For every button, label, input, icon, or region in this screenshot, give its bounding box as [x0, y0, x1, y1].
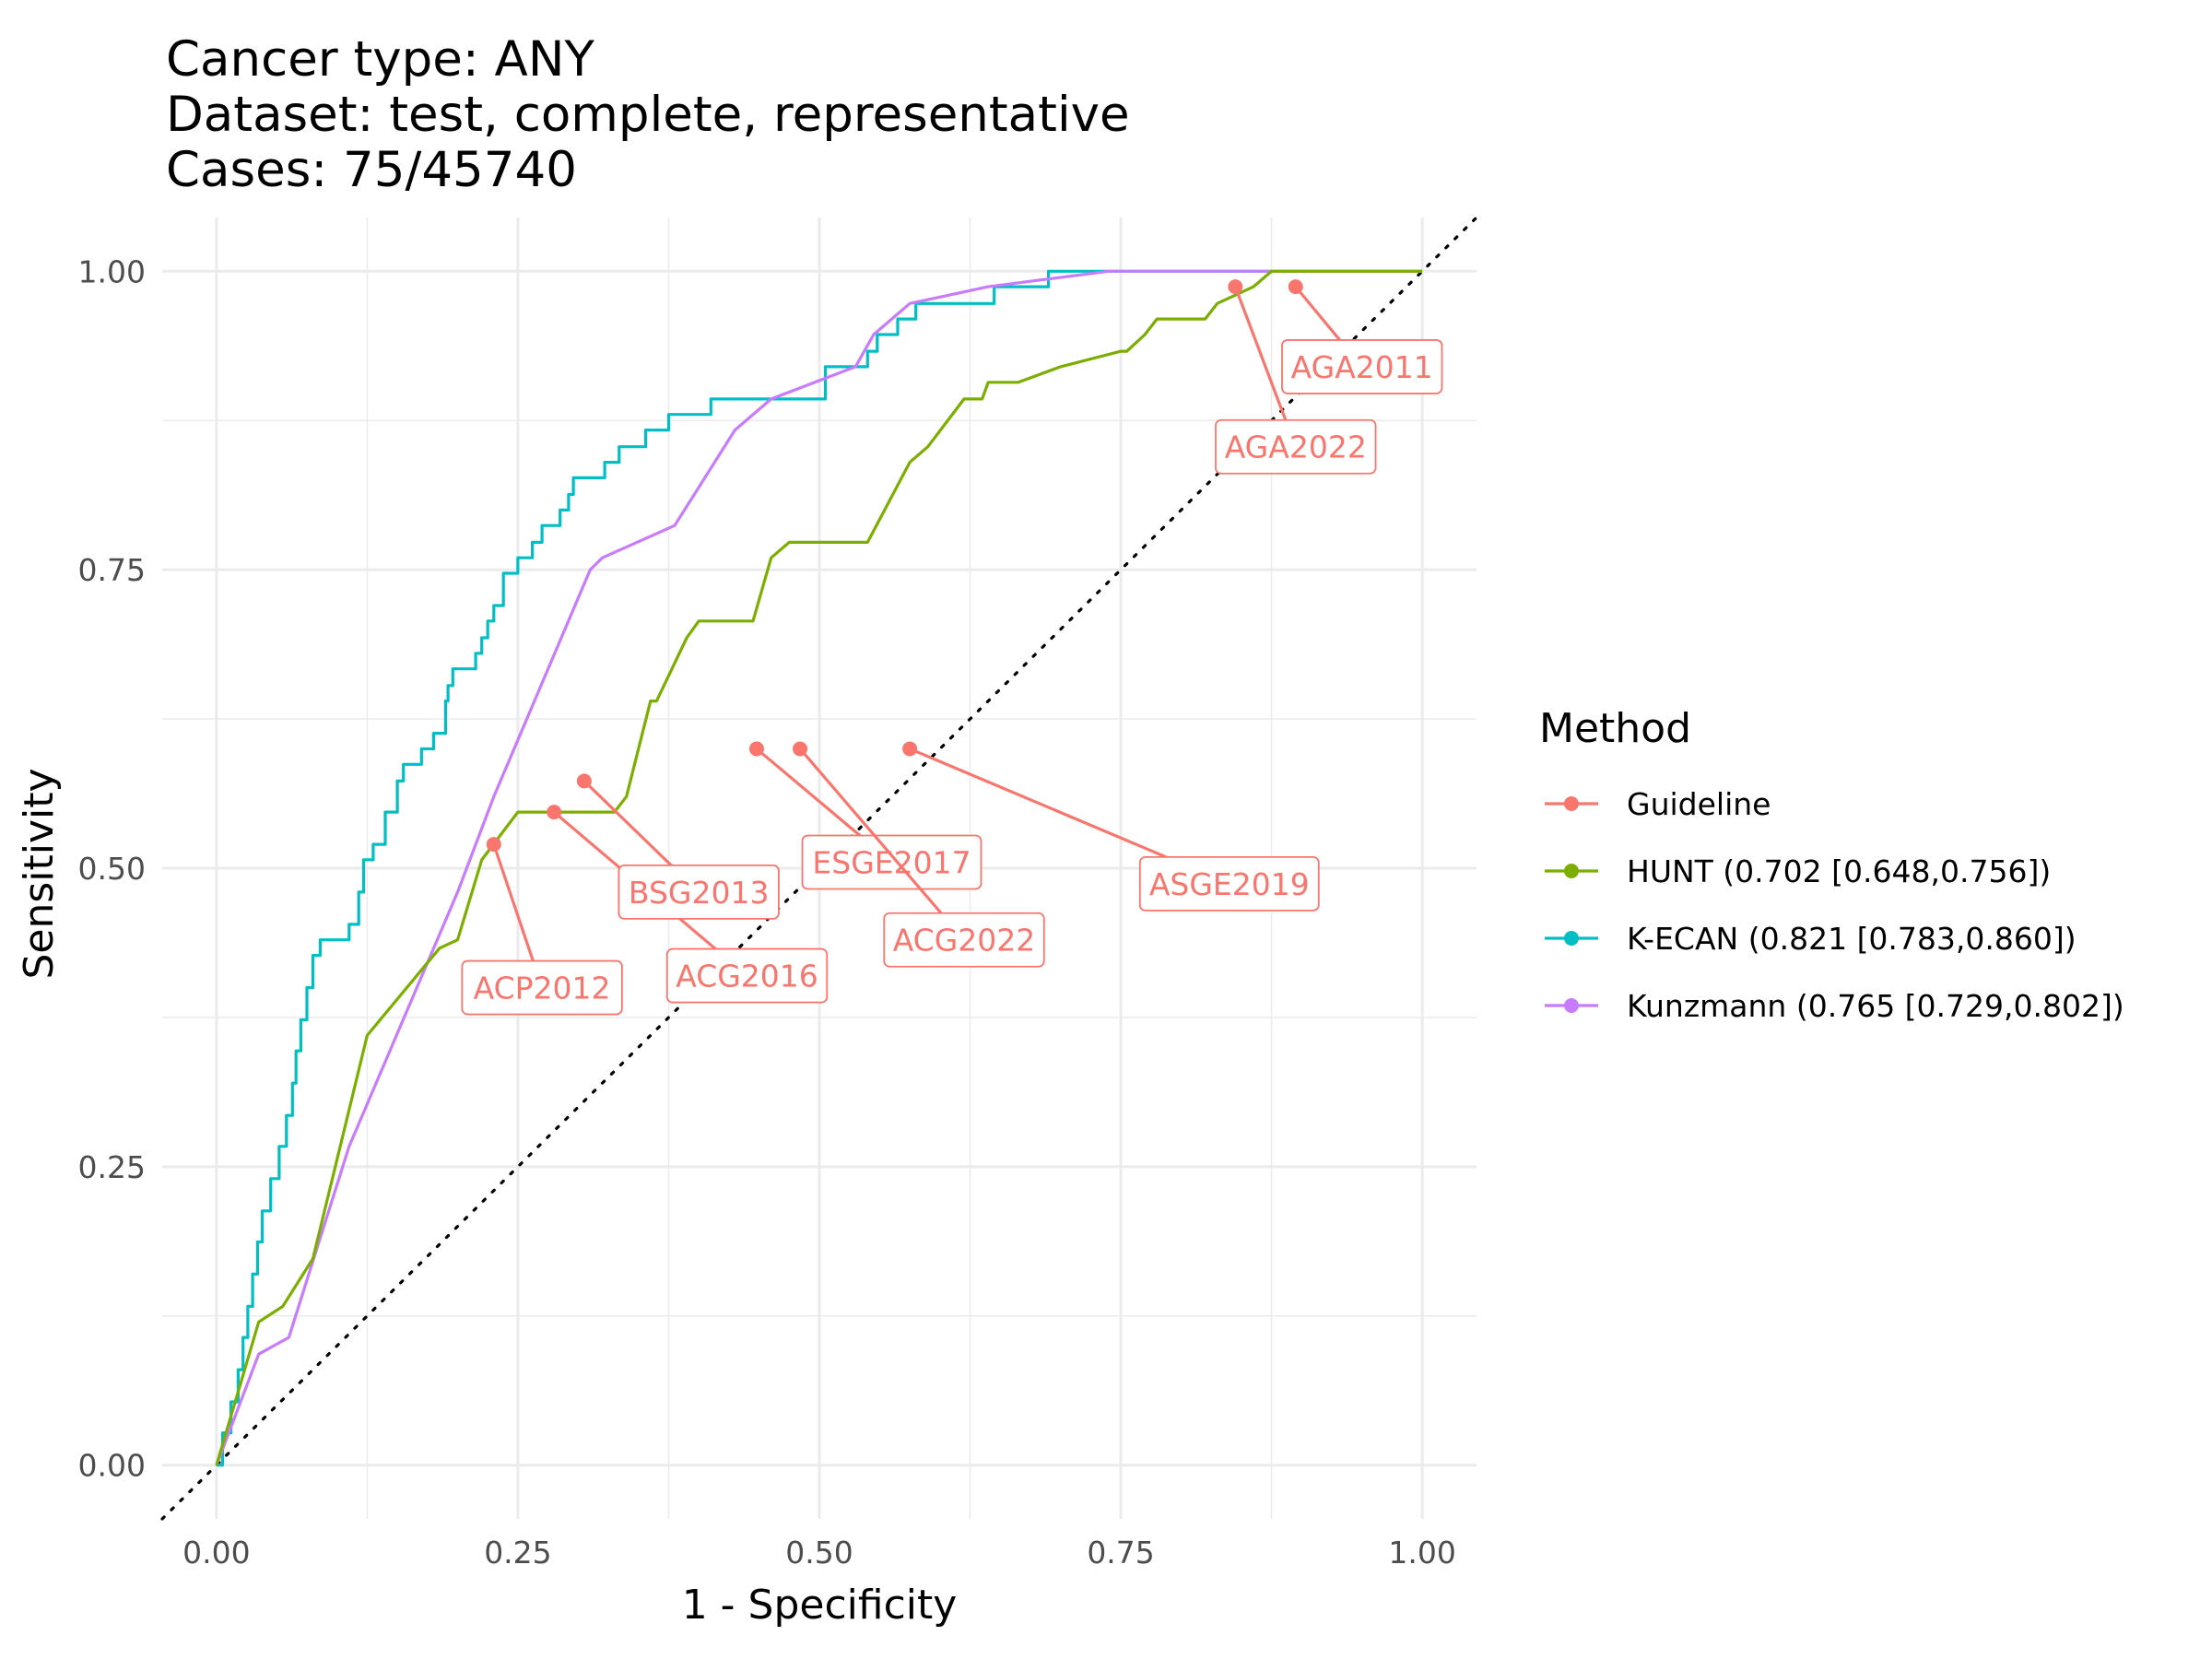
- chart-title: Cancer type: ANY Dataset: test, complete…: [166, 31, 1130, 198]
- x-tick-label: 0.50: [785, 1535, 853, 1571]
- guideline-label-box: [1215, 418, 1377, 475]
- guideline-label-box: [1138, 855, 1320, 912]
- y-tick-label: 0.00: [78, 1448, 146, 1484]
- guideline-esge2017: ESGE2017: [748, 741, 982, 890]
- legend-key-point: [1564, 998, 1579, 1013]
- guideline-bsg2013: BSG2013: [576, 773, 780, 920]
- guideline-points: ACP2012 ACG2016 BSG2013 ESGE2017 ACG2022 ASGE…: [461, 279, 1443, 1016]
- guideline-point: [748, 741, 764, 757]
- guideline-aga2022: AGA2022: [1215, 279, 1377, 475]
- guideline-point: [1228, 279, 1243, 295]
- y-tick-label: 0.50: [78, 851, 146, 887]
- legend-key-point: [1564, 864, 1579, 878]
- guideline-acg2016: ACG2016: [547, 805, 829, 1004]
- guideline-acg2022: ACG2022: [793, 741, 1045, 968]
- legend-entry: Kunzmann (0.765 [0.729,0.802]): [1545, 988, 2124, 1024]
- y-tick-label: 1.00: [78, 253, 146, 289]
- legend: Method Guideline HUNT (0.702 [0.648,0.756…: [1539, 705, 2124, 1024]
- guideline-label-box: [461, 959, 623, 1016]
- legend-entry: K-ECAN (0.821 [0.783,0.860]): [1545, 921, 2077, 957]
- y-tick-label: 0.25: [78, 1149, 146, 1185]
- guideline-label: ACP2012: [474, 971, 611, 1006]
- guideline-label: AGA2011: [1291, 349, 1433, 385]
- guideline-aga2011: AGA2011: [1281, 279, 1443, 394]
- roc-series-0: [216, 269, 1423, 1467]
- title-line-3: Cases: 75/45740: [166, 142, 577, 198]
- roc-series-1: [215, 269, 1423, 1466]
- guideline-acp2012: ACP2012: [461, 837, 623, 1016]
- guideline-label: ACG2016: [676, 959, 818, 994]
- x-tick-label: 0.00: [182, 1535, 250, 1571]
- grid-lines: [162, 218, 1477, 1519]
- x-tick-label: 0.25: [484, 1535, 551, 1571]
- y-axis-ticks: 0.00 0.25 0.50 0.75 1.00: [78, 253, 146, 1483]
- guideline-point: [576, 773, 592, 789]
- guideline-point: [547, 805, 562, 820]
- guideline-label-box: [1281, 339, 1443, 394]
- guideline-label-box: [801, 834, 982, 890]
- roc-curves: [215, 269, 1423, 1467]
- legend-label: Guideline: [1627, 786, 1771, 822]
- guideline-label: BSG2013: [629, 875, 770, 911]
- guideline-point: [486, 837, 501, 853]
- x-axis-ticks: 0.00 0.25 0.50 0.75 1.00: [182, 1535, 1456, 1571]
- guideline-label-box: [618, 865, 780, 920]
- legend-label: HUNT (0.702 [0.648,0.756]): [1627, 853, 2051, 889]
- x-tick-label: 0.75: [1087, 1535, 1154, 1571]
- guideline-asge2019: ASGE2019: [902, 741, 1320, 912]
- guideline-label-box: [883, 912, 1045, 968]
- guideline-point: [793, 741, 808, 757]
- guideline-label: ACG2022: [893, 923, 1036, 959]
- guideline-label: ESGE2017: [812, 845, 971, 881]
- legend-title: Method: [1539, 705, 1691, 752]
- legend-entry: Guideline: [1545, 786, 1771, 822]
- legend-key-point: [1564, 931, 1579, 946]
- guideline-label: ASGE2019: [1149, 866, 1310, 902]
- roc-series-2: [215, 269, 1423, 1466]
- y-axis-title: Sensitivity: [16, 768, 63, 979]
- title-line-2: Dataset: test, complete, representative: [166, 87, 1130, 143]
- guideline-label: AGA2022: [1225, 429, 1367, 465]
- guideline-label-box: [665, 947, 829, 1004]
- legend-entries: Guideline HUNT (0.702 [0.648,0.756]) K-ECA…: [1545, 786, 2124, 1024]
- guideline-point: [902, 741, 918, 757]
- title-line-1: Cancer type: ANY: [166, 31, 594, 88]
- y-tick-label: 0.75: [78, 552, 146, 588]
- legend-entry: HUNT (0.702 [0.648,0.756]): [1545, 853, 2051, 889]
- reference-diagonal-line: [160, 216, 1478, 1521]
- reference-diagonal: [160, 216, 1478, 1521]
- legend-key-point: [1564, 796, 1579, 811]
- guideline-point: [1288, 279, 1303, 295]
- guideline-connector: [798, 747, 966, 941]
- legend-label: Kunzmann (0.765 [0.729,0.802]): [1627, 988, 2124, 1024]
- x-tick-label: 1.00: [1388, 1535, 1455, 1571]
- x-axis-title: 1 - Specificity: [682, 1582, 958, 1629]
- legend-label: K-ECAN (0.821 [0.783,0.860]): [1627, 921, 2077, 957]
